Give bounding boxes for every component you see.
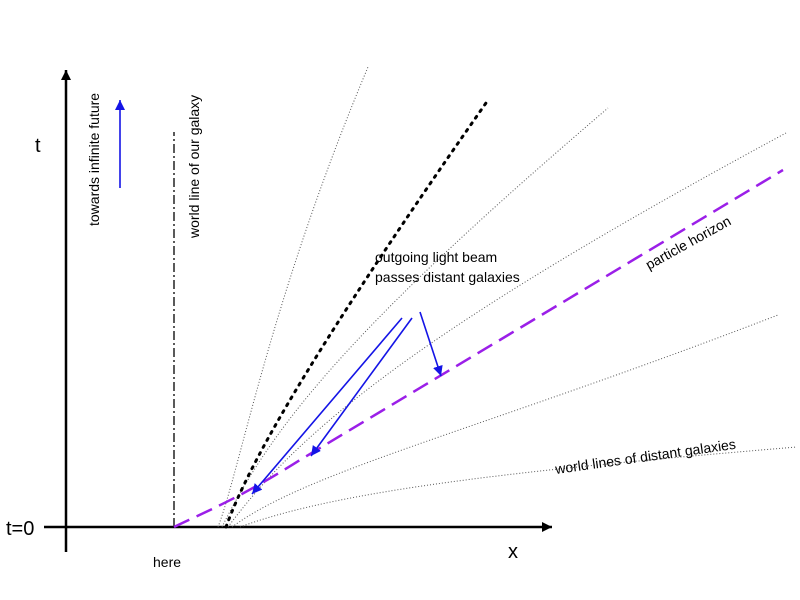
- world-line-2: [221, 107, 609, 528]
- arrow-to-mid-horizon: [310, 317, 413, 457]
- world-line-3: [227, 132, 787, 528]
- outgoing-beam-label-line2: passes distant galaxies: [375, 269, 520, 285]
- distant-galaxy-world-lines: [217, 66, 798, 528]
- world-line-4: [231, 314, 779, 528]
- particle-horizon-label: particle horizon: [643, 213, 734, 273]
- t-axis-label: t: [35, 135, 41, 157]
- outgoing-light-beam: [224, 101, 488, 529]
- particle-horizon-line: [173, 168, 784, 529]
- towards-future-label: towards infinite future: [86, 93, 102, 226]
- here-label: here: [153, 554, 181, 570]
- x-axis-label: x: [508, 541, 518, 563]
- distant-world-lines-label: world lines of distant galaxies: [553, 436, 737, 477]
- world-line-1: [217, 66, 369, 528]
- outgoing-beam-label-line1: outgoing light beam: [375, 249, 497, 265]
- arrow-to-early-horizon: [251, 317, 403, 495]
- t-zero-label: t=0: [6, 518, 34, 540]
- world-line-5: [239, 446, 798, 528]
- arrow-to-horizon-crossing: [419, 311, 443, 377]
- our-world-line-label: world line of our galaxy: [186, 95, 202, 239]
